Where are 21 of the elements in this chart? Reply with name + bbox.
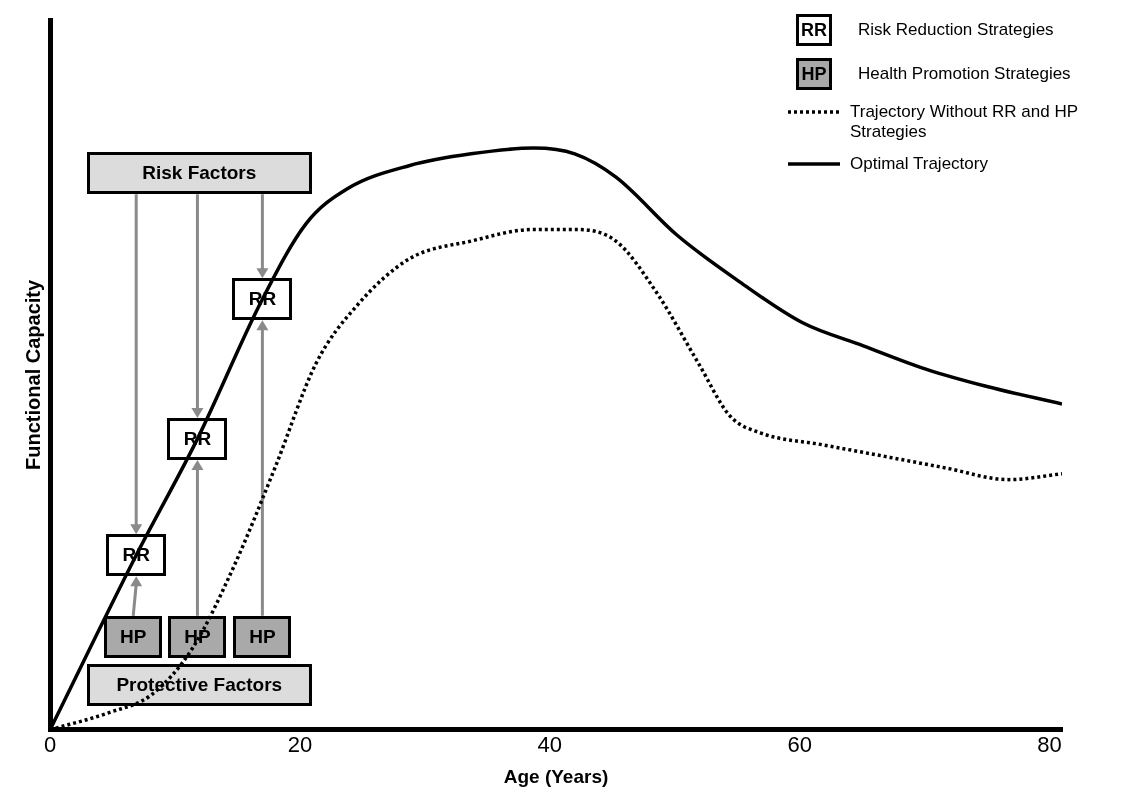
x-tick-label: 0 <box>43 732 57 758</box>
annotation: HP <box>249 625 276 648</box>
label-box: HP <box>168 615 227 658</box>
annotation: HP <box>120 625 147 648</box>
label-box: HP <box>104 615 163 658</box>
y-axis-title: Functional Capacity <box>21 279 44 470</box>
text: Health Promotion Strategies <box>858 64 1071 84</box>
x-tick-label: 20 <box>287 732 313 758</box>
text: Risk Reduction Strategies <box>858 20 1054 40</box>
x-tick-label: 80 <box>1037 732 1062 758</box>
legend-label: Optimal Trajectory <box>850 154 989 174</box>
x-tick-label: 40 <box>537 732 562 758</box>
x-tick-label: 60 <box>787 732 812 758</box>
text: HP <box>801 63 827 84</box>
annotation: Risk Factors <box>142 162 257 185</box>
label-box: HP <box>233 615 292 658</box>
label-box: Risk Factors <box>86 152 312 195</box>
text: RR <box>801 19 827 40</box>
x-axis-title: Age (Years) <box>503 765 609 787</box>
annotation: HP <box>184 625 211 648</box>
legend-label: Trajectory Without RR and HP Strategies <box>850 102 1079 142</box>
